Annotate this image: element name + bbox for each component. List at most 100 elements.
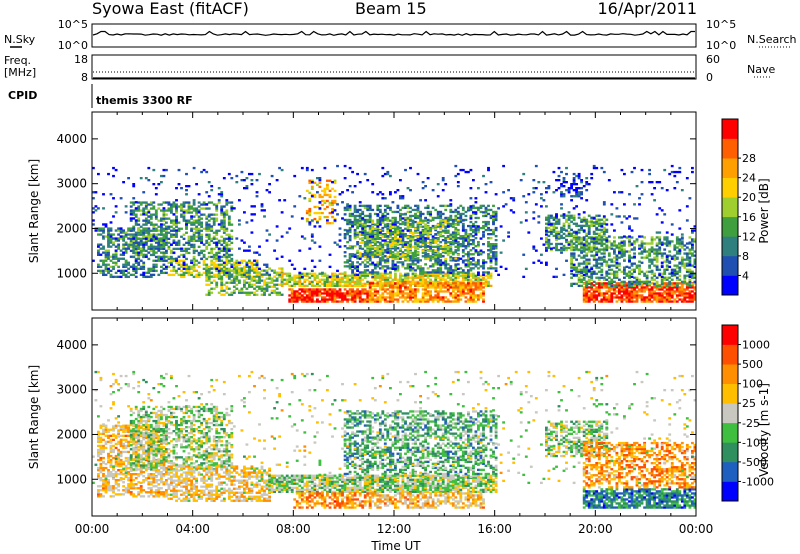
power-data-cell xyxy=(444,225,448,228)
power-data-cell xyxy=(373,278,377,281)
power-data-cell xyxy=(426,204,430,208)
power-data-cell xyxy=(602,296,606,299)
power-data-cell xyxy=(434,249,438,253)
power-data-cell xyxy=(253,275,256,279)
power-data-cell xyxy=(429,292,433,295)
power-data-cell xyxy=(597,262,601,265)
power-data-cell xyxy=(456,249,460,252)
power-data-cell xyxy=(610,258,614,261)
power-data-cell xyxy=(459,274,463,277)
power-data-cell xyxy=(303,290,307,293)
power-data-cell xyxy=(489,233,493,236)
power-data-cell xyxy=(348,290,352,293)
power-data-cell xyxy=(580,181,584,184)
power-data-cell xyxy=(144,201,148,204)
power-data-cell xyxy=(464,300,468,303)
power-data-cell xyxy=(464,237,468,240)
power-data-cell xyxy=(326,292,329,295)
power-data-cell xyxy=(137,209,141,212)
power-data-cell xyxy=(431,237,435,241)
power-data-cell xyxy=(434,298,438,301)
power-data-cell xyxy=(361,288,365,291)
power-data-cell xyxy=(602,300,606,303)
power-data-cell xyxy=(421,249,425,253)
power-data-cell xyxy=(640,280,644,284)
power-data-cell xyxy=(607,272,611,275)
power-data-cell xyxy=(391,225,395,228)
power-data-cell xyxy=(222,283,226,286)
power-data-cell xyxy=(142,241,146,244)
power-data-cell xyxy=(585,282,589,286)
power-data-cell xyxy=(409,223,412,226)
power-data-cell xyxy=(358,278,362,281)
power-data-cell xyxy=(157,259,161,262)
power-data-cell xyxy=(613,276,616,279)
power-data-cell xyxy=(207,275,211,279)
power-data-cell xyxy=(449,251,453,255)
power-data-cell xyxy=(444,204,448,208)
power-data-cell xyxy=(396,237,400,241)
power-data-cell xyxy=(288,284,292,288)
power-data-cell xyxy=(592,290,596,293)
power-data-cell xyxy=(623,248,626,251)
power-data-cell xyxy=(479,282,483,285)
power-data-cell xyxy=(376,276,380,279)
power-data-cell xyxy=(192,257,196,261)
power-data-cell xyxy=(597,250,601,253)
power-data-cell xyxy=(585,224,589,228)
power-data-cell xyxy=(665,260,669,263)
power-data-cell xyxy=(487,255,490,258)
power-data-cell xyxy=(653,296,657,299)
power-data-cell xyxy=(461,292,465,295)
power-data-cell xyxy=(441,225,445,228)
power-data-cell xyxy=(109,255,113,258)
power-data-cell xyxy=(602,216,606,219)
power-data-cell xyxy=(406,210,410,214)
power-data-cell xyxy=(328,294,332,297)
power-data-cell xyxy=(688,260,692,263)
power-data-cell xyxy=(144,227,148,230)
power-data-cell xyxy=(326,274,329,277)
power-data-cell xyxy=(590,288,594,291)
power-data-cell xyxy=(424,247,428,251)
power-data-cell xyxy=(293,278,297,281)
power-data-cell xyxy=(341,298,344,301)
power-data-cell xyxy=(117,265,121,269)
power-data-cell xyxy=(595,236,599,239)
power-data-cell xyxy=(321,282,324,286)
power-data-cell xyxy=(426,271,430,274)
power-data-cell xyxy=(134,241,138,245)
power-data-cell xyxy=(97,263,100,266)
power-data-cell xyxy=(313,193,317,197)
power-data-cell xyxy=(144,253,148,257)
power-data-cell xyxy=(351,253,355,256)
power-data-cell xyxy=(258,275,261,278)
power-data-cell xyxy=(99,259,103,262)
power-data-cell xyxy=(655,248,659,251)
power-data-cell xyxy=(441,300,445,303)
power-data-cell xyxy=(446,274,450,277)
power-data-cell xyxy=(268,281,272,284)
power-data-cell xyxy=(361,218,365,222)
power-data-cell xyxy=(451,241,455,245)
power-data-cell xyxy=(434,257,438,261)
power-data-cell xyxy=(363,282,367,286)
power-data-cell xyxy=(373,292,377,295)
power-data-cell xyxy=(685,242,689,245)
power-data-cell xyxy=(227,259,231,262)
power-data-cell xyxy=(361,300,365,303)
power-data-cell xyxy=(212,217,216,220)
power-data-cell xyxy=(426,284,430,287)
power-data-cell xyxy=(565,246,568,250)
power-data-cell xyxy=(285,282,289,286)
power-data-cell xyxy=(582,268,586,271)
power-data-cell xyxy=(210,227,214,230)
power-data-cell xyxy=(227,275,231,278)
power-data-cell xyxy=(170,207,173,210)
power-data-cell xyxy=(288,280,292,284)
power-data-cell xyxy=(389,292,392,295)
power-data-cell xyxy=(386,288,390,291)
power-data-cell xyxy=(688,286,692,289)
power-data-cell xyxy=(107,235,110,238)
power-data-cell xyxy=(595,266,599,269)
